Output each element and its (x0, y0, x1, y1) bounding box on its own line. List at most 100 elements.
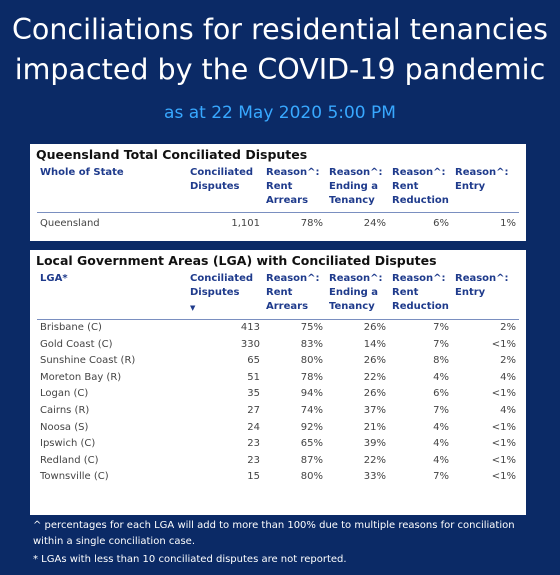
column-header[interactable]: Reason^: Entry (455, 273, 509, 298)
lga-table-title: Local Government Areas (LGA) with Concil… (36, 253, 437, 268)
cell-value: 51 (247, 371, 260, 383)
cell-value: 21% (363, 421, 386, 433)
row-label: Sunshine Coast (R) (40, 355, 136, 367)
state-table-title: Queensland Total Conciliated Disputes (36, 147, 308, 162)
cell-value: 7% (433, 404, 449, 416)
column-header[interactable]: Reason^: Rent Arrears (266, 273, 320, 312)
row-label: Ipswich (C) (40, 438, 96, 450)
state-total-panel: Queensland Total Conciliated Disputes Wh… (30, 144, 526, 241)
cell-value: <1% (491, 438, 516, 450)
cell-value: 1,101 (231, 217, 260, 229)
title-line-1: Conciliations for residential tenancies (12, 13, 548, 46)
column-header[interactable]: Reason^: Ending a Tenancy (329, 273, 383, 312)
cell-value: 7% (433, 471, 449, 483)
row-label: Gold Coast (C) (40, 338, 113, 350)
cell-value: 1% (500, 217, 516, 229)
cell-value: <1% (491, 421, 516, 433)
table-row: Ipswich (C) 23 65% 39% 4% <1% (37, 436, 519, 453)
cell-value: 94% (300, 388, 323, 400)
cell-value: 7% (433, 338, 449, 350)
cell-value: 39% (363, 438, 386, 450)
cell-value: 15 (247, 471, 260, 483)
cell-value: 4% (433, 371, 449, 383)
cell-value: 33% (363, 471, 386, 483)
column-header[interactable]: Reason^: Rent Arrears (266, 167, 320, 206)
cell-value: 78% (300, 371, 323, 383)
table-row: Queensland 1,101 78% 24% 6% 1% (37, 213, 519, 236)
cell-value: 22% (363, 454, 386, 466)
row-label: Noosa (S) (40, 421, 89, 433)
column-header[interactable]: Reason^: Entry (455, 167, 509, 192)
cell-value: 7% (433, 322, 449, 333)
cell-value: 24% (363, 217, 386, 229)
cell-value: 80% (300, 471, 323, 483)
column-header[interactable]: Reason^: Ending a Tenancy (329, 167, 383, 206)
cell-value: 6% (433, 217, 449, 229)
lga-panel: Local Government Areas (LGA) with Concil… (30, 250, 526, 515)
cell-value: <1% (491, 388, 516, 400)
cell-value: 83% (300, 338, 323, 350)
column-header[interactable]: Reason^: Rent Reduction (392, 273, 449, 312)
row-label: Brisbane (C) (40, 322, 102, 333)
row-label: Cairns (R) (40, 404, 90, 416)
cell-value: 92% (300, 421, 323, 433)
cell-value: 23 (247, 454, 260, 466)
state-table: Whole of State Conciliated Disputes Reason^… (37, 162, 519, 235)
cell-value: 22% (363, 371, 386, 383)
row-label: Moreton Bay (R) (40, 371, 122, 383)
cell-value: 27 (247, 404, 260, 416)
table-row: Townsville (C) 15 80% 33% 7% <1% (37, 469, 519, 486)
column-header[interactable]: LGA* (40, 273, 68, 284)
cell-value: 330 (240, 338, 260, 350)
cell-value: 26% (363, 355, 386, 367)
table-row: Logan (C) 35 94% 26% 6% <1% (37, 386, 519, 403)
cell-value: 23 (247, 438, 260, 450)
table-row: Cairns (R) 27 74% 37% 7% 4% (37, 403, 519, 420)
column-header[interactable]: Conciliated Disputes (190, 167, 254, 192)
cell-value: 74% (300, 404, 323, 416)
cell-value: 80% (300, 355, 323, 367)
cell-value: <1% (491, 338, 516, 350)
cell-value: 4% (433, 438, 449, 450)
cell-value: 4% (433, 421, 449, 433)
lga-table: LGA* Conciliated Disputes ▼ Reason^: Rent Arr… (37, 268, 519, 486)
cell-value: 26% (363, 388, 386, 400)
cell-value: 65% (300, 438, 323, 450)
table-row: Sunshine Coast (R) 65 80% 26% 8% 2% (37, 353, 519, 370)
footnote-asterisk: * LGAs with less than 10 conciliated dis… (33, 554, 347, 565)
cell-value: 14% (363, 338, 386, 350)
row-label: Townsville (C) (40, 471, 109, 483)
cell-value: 2% (500, 355, 516, 367)
cell-value: 4% (500, 404, 516, 416)
column-header[interactable]: Whole of State (40, 167, 124, 178)
cell-value: 78% (300, 217, 323, 229)
footnote-caret: ^ percentages for each LGA will add to m… (33, 520, 515, 547)
cell-value: 4% (500, 371, 516, 383)
cell-value: 4% (433, 454, 449, 466)
cell-value: 65 (247, 355, 260, 367)
title-line-2: impacted by the COVID-19 pandemic (14, 53, 546, 86)
cell-value: 35 (247, 388, 260, 400)
page-title: Conciliations for residential tenancies … (0, 10, 560, 90)
cell-value: 8% (433, 355, 449, 367)
sort-descending-icon[interactable]: ▼ (190, 304, 196, 312)
cell-value: 6% (433, 388, 449, 400)
cell-value: 413 (240, 322, 260, 333)
row-label: Logan (C) (40, 388, 89, 400)
table-row: Gold Coast (C) 330 83% 14% 7% <1% (37, 337, 519, 354)
cell-value: 75% (300, 322, 323, 333)
table-row: Moreton Bay (R) 51 78% 22% 4% 4% (37, 370, 519, 387)
cell-value: 24 (247, 421, 260, 433)
table-row: Noosa (S) 24 92% 21% 4% <1% (37, 420, 519, 437)
column-header[interactable]: Conciliated Disputes ▼ (187, 268, 263, 320)
column-header[interactable]: Reason^: Rent Reduction (392, 167, 449, 206)
table-row: Redland (C) 23 87% 22% 4% <1% (37, 453, 519, 470)
row-label: Redland (C) (40, 454, 99, 466)
cell-value: 87% (300, 454, 323, 466)
row-label: Queensland (40, 217, 100, 229)
cell-value: 2% (500, 322, 516, 333)
cell-value: <1% (491, 454, 516, 466)
cell-value: 26% (363, 322, 386, 333)
cell-value: 37% (363, 404, 386, 416)
cell-value: <1% (491, 471, 516, 483)
